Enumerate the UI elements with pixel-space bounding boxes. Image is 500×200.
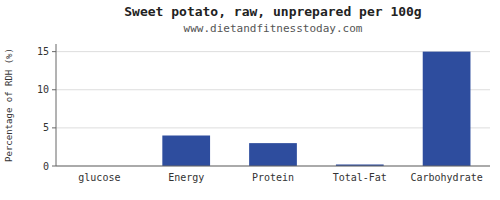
x-tick-label: Total-Fat <box>333 172 387 183</box>
subtitle: www.dietandfitnesstoday.com <box>184 22 363 35</box>
x-axis: glucose Energy Protein Total-Fat Carbohydrat… <box>56 166 490 183</box>
grid-line <box>56 166 490 167</box>
x-tick-label: Carbohydrate <box>410 172 482 183</box>
y-axis: 0 5 10 15 <box>37 44 56 172</box>
x-tick-label: Energy <box>168 172 204 183</box>
y-tick <box>52 166 56 167</box>
y-tick-label: 5 <box>43 122 49 133</box>
x-tick-label: Protein <box>252 172 294 183</box>
x-tick-label: glucose <box>78 172 120 183</box>
page: {"chart_data": {"type": "bar", "title": … <box>0 0 500 200</box>
chart-svg: Sweet potato, raw, unprepared per 100g ww… <box>0 0 500 200</box>
y-tick <box>52 51 56 52</box>
chart-container: Sweet potato, raw, unprepared per 100g ww… <box>0 0 500 200</box>
y-tick <box>52 89 56 90</box>
y-axis-label: Percentage of RDH (%) <box>4 48 14 162</box>
y-axis-line <box>56 44 57 166</box>
y-tick-label: 0 <box>43 161 49 172</box>
x-axis-line <box>56 166 490 167</box>
grid <box>56 52 490 166</box>
y-tick-label: 10 <box>37 84 49 95</box>
title: Sweet potato, raw, unprepared per 100g <box>124 4 421 19</box>
y-tick <box>52 127 56 128</box>
bars <box>162 52 470 166</box>
bar <box>249 143 297 166</box>
y-tick-label: 15 <box>37 46 49 57</box>
bar <box>162 136 210 167</box>
bar <box>423 52 471 166</box>
